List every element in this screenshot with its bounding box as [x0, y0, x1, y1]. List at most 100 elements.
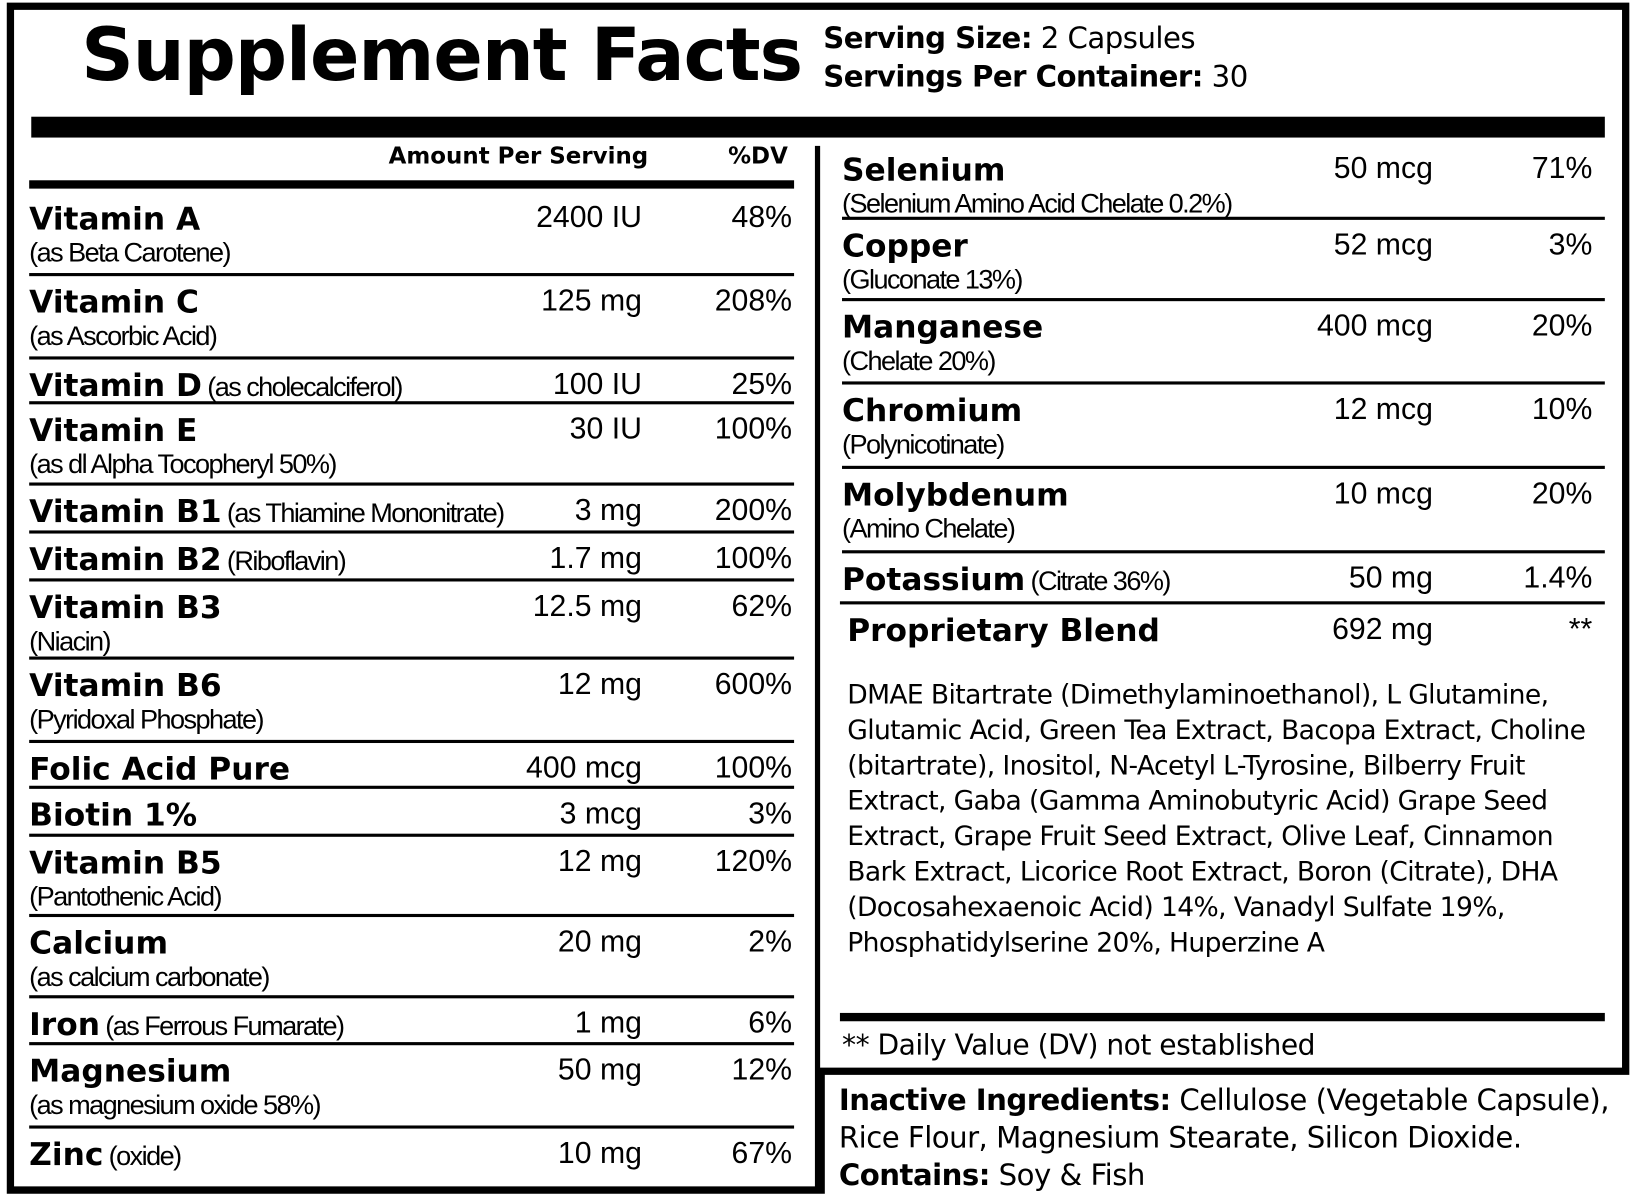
row-rule [842, 216, 1605, 220]
serving-line: Serving Size: 2 Capsules [823, 21, 1195, 55]
nutrient-amount: 20 mg [557, 925, 642, 959]
nutrient-amount: 100 IU [552, 367, 642, 402]
nutrient-dv: 12% [731, 1053, 792, 1087]
nutrient-dv: 6% [748, 1006, 792, 1041]
blend-dv: ** [1568, 612, 1593, 647]
nutrient-source: (as cholecalciferol) [207, 370, 403, 403]
nutrient-line: Vitamin B1 (as Thiamine Mononitrate) [29, 494, 505, 530]
nutrient-name: Vitamin D [29, 367, 202, 405]
nutrient-line: Chromium [842, 393, 1022, 429]
blend-amount: 692 mg [1332, 612, 1433, 647]
nutrient-source: (Riboflavin) [226, 545, 347, 577]
row-rule [842, 381, 1605, 385]
nutrient-source: (as Beta Carotene) [29, 236, 231, 268]
serving-value: 30 [1211, 59, 1249, 94]
dv-header: %DV [728, 143, 788, 170]
nutrient-dv: 71% [1531, 152, 1593, 186]
serving-line: Servings Per Container: 30 [823, 59, 1248, 93]
inactive-ingredients: Inactive Ingredients: Cellulose (Vegetab… [839, 1082, 1610, 1195]
nutrient-line: Vitamin B5 [29, 845, 221, 881]
nutrient-dv: 100% [714, 751, 792, 785]
nutrient-amount: 12 mg [557, 845, 642, 879]
row-rule [29, 833, 795, 837]
row-rule [29, 401, 795, 405]
nutrient-source: (Niacin) [29, 625, 111, 657]
nutrient-line: Vitamin E [29, 413, 197, 449]
nutrient-line: Iron (as Ferrous Fumarate) [29, 1006, 345, 1044]
nutrient-source: (Polynicotinate) [842, 428, 1005, 460]
row-rule [839, 601, 1605, 605]
nutrient-source: (as dl Alpha Tocopheryl 50%) [29, 448, 337, 480]
nutrient-line: Vitamin B6 [29, 668, 221, 704]
nutrient-name: Chromium [842, 392, 1023, 430]
row-rule [29, 273, 795, 277]
nutrient-source: (Amino Chelate) [842, 512, 1016, 544]
blend-name: Proprietary Blend [847, 612, 1160, 650]
nutrient-name: Zinc [29, 1136, 104, 1174]
nutrient-name: Molybdenum [842, 477, 1069, 514]
row-rule [29, 530, 795, 534]
nutrient-line: Selenium [842, 152, 1005, 188]
nutrient-source: (Citrate 36%) [1030, 564, 1172, 597]
row-rule [842, 550, 1605, 554]
serving-label: Serving Size: [823, 20, 1032, 56]
nutrient-source: (Gluconate 13%) [842, 263, 1023, 295]
nutrient-amount: 400 mcg [1316, 309, 1433, 343]
nutrient-name: Copper [842, 228, 968, 265]
nutrient-amount: 52 mcg [1333, 228, 1433, 262]
row-rule [842, 298, 1605, 302]
nutrient-amount: 12 mg [557, 667, 642, 702]
nutrient-source: (Selenium Amino Acid Chelate 0.2%) [842, 187, 1233, 219]
nutrient-dv: 25% [731, 367, 792, 402]
nutrient-source: (as Ferrous Fumarate) [105, 1009, 345, 1042]
nutrient-line: Vitamin C [29, 284, 199, 320]
nutrient-name: Potassium [842, 561, 1026, 599]
nutrient-amount: 12 mcg [1333, 392, 1433, 427]
row-rule [29, 482, 795, 486]
nutrient-dv: 2% [748, 925, 792, 959]
nutrient-name: Biotin 1% [29, 797, 198, 834]
nutrient-line: Vitamin B2 (Riboflavin) [29, 541, 347, 579]
nutrient-source: (Chelate 20%) [842, 344, 996, 377]
nutrient-dv: 100% [714, 541, 792, 576]
nutrient-amount: 50 mcg [1333, 152, 1433, 186]
nutrient-name: Vitamin B2 [29, 541, 222, 579]
title: Supplement Facts [81, 12, 803, 98]
row-rule [29, 356, 795, 360]
nutrient-name: Iron [29, 1006, 100, 1044]
header-rule [29, 180, 795, 189]
inactive-text: Cellulose (Vegetable Capsule), Rice Flou… [838, 1082, 1610, 1155]
nutrient-amount: 10 mcg [1333, 477, 1433, 511]
row-rule [842, 465, 1605, 469]
nutrient-name: Selenium [842, 152, 1006, 189]
nutrient-line: Copper [842, 228, 968, 264]
nutrient-amount: 125 mg [541, 284, 642, 318]
nutrient-amount: 50 mg [1348, 561, 1433, 596]
nutrient-source: (Pantothenic Acid) [29, 880, 222, 912]
nutrient-dv: 48% [731, 201, 792, 235]
nutrient-dv: 62% [731, 589, 792, 624]
nutrient-dv: 120% [714, 845, 792, 879]
nutrient-dv: 208% [714, 284, 792, 318]
nutrient-amount: 30 IU [569, 412, 642, 447]
nutrient-line: Magnesium [29, 1054, 231, 1090]
row-rule [29, 739, 795, 744]
nutrient-name: Vitamin C [29, 284, 199, 321]
nutrient-dv: 3% [748, 797, 792, 831]
row-rule [29, 785, 795, 789]
nutrient-line: Folic Acid Pure [29, 751, 290, 787]
nutrient-line: Vitamin A [29, 201, 200, 237]
nutrient-dv: 10% [1531, 392, 1593, 427]
row-rule [29, 578, 795, 582]
nutrient-line: Manganese [842, 310, 1043, 346]
nutrient-amount: 50 mg [557, 1053, 642, 1087]
nutrient-source: (oxide) [108, 1140, 182, 1172]
blend-ingredients: DMAE Bitartrate (Dimethylaminoethanol), … [847, 679, 1586, 959]
nutrient-amount: 2400 IU [536, 201, 642, 235]
footnote: ** Daily Value (DV) not established [842, 1029, 1315, 1062]
row-rule [29, 913, 795, 918]
nutrient-name: Vitamin B5 [29, 845, 222, 882]
contains-text: Soy & Fish [998, 1157, 1146, 1193]
